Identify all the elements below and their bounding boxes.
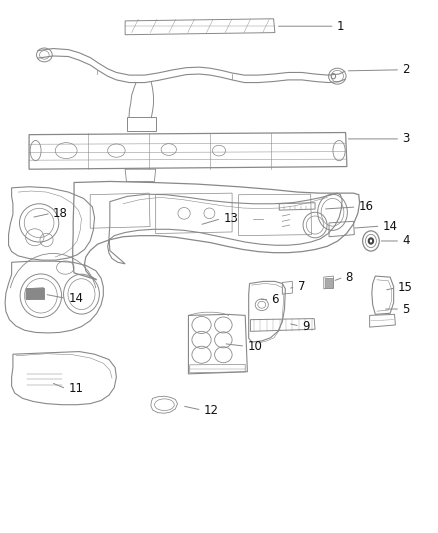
Bar	[325, 278, 332, 288]
Text: 12: 12	[204, 403, 219, 416]
Text: 13: 13	[223, 212, 238, 225]
Text: 6: 6	[272, 293, 279, 306]
Bar	[26, 288, 44, 300]
Text: 15: 15	[398, 281, 413, 294]
Text: 4: 4	[403, 235, 410, 247]
Text: 10: 10	[247, 340, 262, 353]
Text: 18: 18	[53, 207, 68, 220]
Text: 2: 2	[403, 63, 410, 76]
Text: 14: 14	[383, 220, 398, 232]
Text: 14: 14	[68, 292, 83, 305]
Text: 7: 7	[297, 280, 305, 293]
Text: 16: 16	[359, 200, 374, 213]
Text: 9: 9	[302, 320, 310, 333]
Text: 11: 11	[68, 382, 83, 395]
Text: 3: 3	[403, 132, 410, 146]
Text: 1: 1	[337, 20, 344, 33]
Text: 5: 5	[403, 303, 410, 316]
Text: 8: 8	[346, 271, 353, 284]
